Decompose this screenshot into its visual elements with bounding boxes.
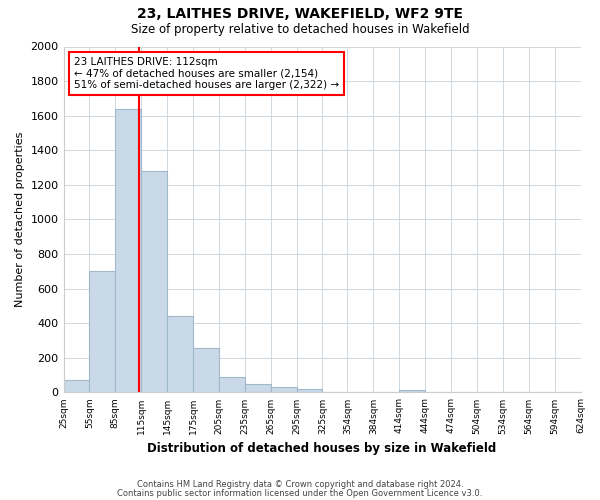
Bar [64, 380, 89, 392]
Text: Size of property relative to detached houses in Wakefield: Size of property relative to detached ho… [131, 22, 469, 36]
Bar [167, 316, 193, 392]
Bar [115, 109, 141, 393]
Text: 23, LAITHES DRIVE, WAKEFIELD, WF2 9TE: 23, LAITHES DRIVE, WAKEFIELD, WF2 9TE [137, 8, 463, 22]
Text: Contains HM Land Registry data © Crown copyright and database right 2024.: Contains HM Land Registry data © Crown c… [137, 480, 463, 489]
Bar [245, 384, 271, 392]
Bar [193, 348, 219, 393]
Bar [141, 171, 167, 392]
Bar [271, 387, 296, 392]
Text: Contains public sector information licensed under the Open Government Licence v3: Contains public sector information licen… [118, 488, 482, 498]
Bar [296, 389, 322, 392]
Bar [89, 272, 115, 392]
Bar [219, 377, 245, 392]
Text: 23 LAITHES DRIVE: 112sqm
← 47% of detached houses are smaller (2,154)
51% of sem: 23 LAITHES DRIVE: 112sqm ← 47% of detach… [74, 57, 339, 90]
Bar [399, 390, 425, 392]
Y-axis label: Number of detached properties: Number of detached properties [15, 132, 25, 307]
X-axis label: Distribution of detached houses by size in Wakefield: Distribution of detached houses by size … [148, 442, 497, 455]
